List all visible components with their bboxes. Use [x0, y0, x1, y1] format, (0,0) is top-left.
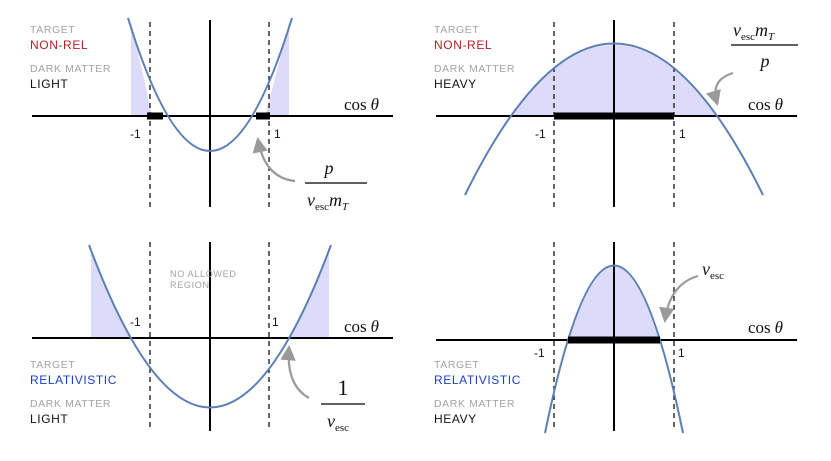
annotation-formula: 1 vesc [321, 375, 365, 434]
allowed-region-right [290, 248, 329, 338]
tick-label-neg: -1 [130, 315, 141, 329]
dark-matter-value: LIGHT [30, 77, 68, 91]
panel-relativistic-heavy: -1 1 cos θ TARGET RELATIVISTIC DARK MATTE… [434, 242, 797, 434]
parabola-curve [544, 264, 684, 434]
svg-text:1: 1 [338, 375, 349, 400]
dark-matter-value: HEAVY [434, 77, 477, 91]
allowed-region-left [91, 248, 130, 338]
svg-text:vesc: vesc [327, 411, 349, 434]
tick-label-pos: 1 [272, 315, 279, 329]
tick-label-pos: 1 [274, 127, 281, 141]
target-value: RELATIVISTIC [434, 373, 521, 387]
axis-label-cos-theta: cos θ [344, 95, 379, 114]
dark-matter-label: DARK MATTER [434, 398, 515, 410]
no-allowed-region-note-line2: REGION [170, 280, 210, 290]
tick-label-neg: -1 [130, 127, 141, 141]
target-label: TARGET [30, 24, 75, 36]
no-allowed-region-note: NO ALLOWED [170, 269, 237, 279]
tick-label-pos: 1 [678, 346, 685, 360]
svg-text:p: p [759, 51, 770, 71]
dark-matter-label: DARK MATTER [434, 63, 515, 75]
parabola-curve [88, 244, 332, 409]
axis-label-cos-theta: cos θ [344, 317, 379, 336]
annotation-formula: vescmT p [731, 20, 798, 71]
annotation-arrow [280, 344, 310, 399]
tick-label-neg: -1 [535, 127, 546, 141]
target-value: NON-REL [30, 38, 88, 52]
annotation-arrow [706, 71, 734, 106]
annotation-formula: p vescmT [305, 158, 367, 213]
dark-matter-value: LIGHT [30, 412, 68, 426]
tick-label-neg: -1 [534, 346, 545, 360]
target-label: TARGET [434, 24, 479, 36]
parabola-curve [464, 42, 764, 196]
annotation-arrow [659, 274, 699, 324]
panel-nonrel-heavy: -1 1 cos θ TARGET NON-REL DARK MATTER HEA… [434, 20, 798, 207]
svg-text:vescmT: vescmT [307, 190, 349, 213]
target-value: NON-REL [434, 38, 492, 52]
tick-label-pos: 1 [679, 127, 686, 141]
target-value: RELATIVISTIC [30, 373, 117, 387]
svg-text:vescmT: vescmT [733, 20, 775, 43]
target-label: TARGET [30, 359, 75, 371]
panel-relativistic-light: -1 1 NO ALLOWED REGION cos θ TARGET RELAT… [30, 242, 393, 434]
parabola-curve [127, 17, 293, 152]
annotation-formula: vesc [702, 259, 724, 282]
axis-label-cos-theta: cos θ [748, 318, 783, 337]
allowed-region-right [265, 22, 289, 116]
panel-nonrel-light: -1 1 cos θ TARGET NON-REL DARK MATTER LIG… [30, 17, 393, 213]
svg-text:p: p [323, 158, 334, 178]
dark-matter-label: DARK MATTER [30, 63, 111, 75]
dark-matter-value: HEAVY [434, 412, 477, 426]
annotation-arrow [252, 136, 296, 183]
target-label: TARGET [434, 359, 479, 371]
dark-matter-label: DARK MATTER [30, 398, 111, 410]
axis-label-cos-theta: cos θ [748, 95, 783, 114]
